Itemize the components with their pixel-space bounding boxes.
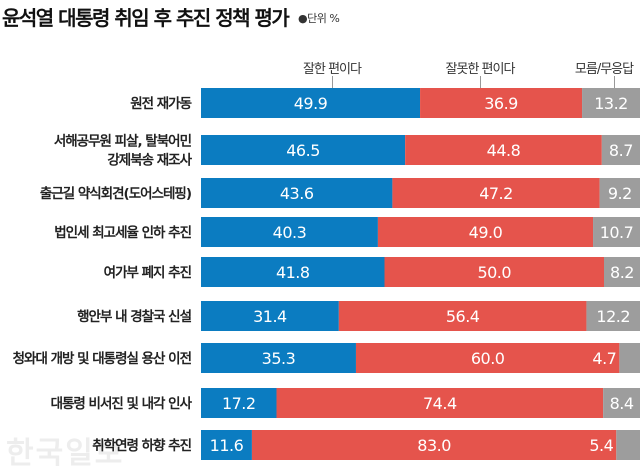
bar-segment-good [201,135,406,165]
unit-label: ●단위 % [298,12,340,25]
data-label: 10.7 [600,223,634,242]
bar-segment-good [201,343,356,373]
data-label: 31.4 [253,307,287,326]
data-label: 40.3 [273,223,307,242]
bar-segment-good [201,388,277,418]
data-label: 50.0 [477,263,511,282]
data-label: 4.7 [592,349,616,368]
bar-segment-unknown [619,343,640,373]
bar-segment-unknown [604,257,640,287]
legend-good-line [332,76,333,88]
bar-segment-bad [276,388,604,418]
bar-segment-bad [384,257,605,287]
data-label: 8.7 [609,141,633,160]
category-label: 행안부 내 경찰국 신설 [77,308,191,325]
data-label: 13.2 [594,94,628,113]
data-label: 46.5 [286,141,320,160]
data-label: 49.9 [294,94,328,113]
bar-segment-unknown [616,430,640,460]
bar-segment-good [201,430,252,460]
data-label: 60.0 [471,349,505,368]
bar-segment-unknown [601,135,640,165]
category-label: 청와대 개방 및 대통령실 용산 이전 [13,350,192,367]
bar-segment-bad [377,217,594,247]
data-label: 83.0 [417,436,451,455]
data-label: 74.4 [423,394,457,413]
category-label: 원전 재가동 [130,95,191,112]
data-label: 49.0 [469,223,503,242]
bar-segment-bad [392,178,600,208]
data-label: 36.9 [484,94,518,113]
bar-segment-good [201,88,421,118]
bar-segment-good [201,178,393,208]
data-label: 5.4 [589,436,613,455]
legend-bad-line [480,76,481,88]
bar-segment-unknown [582,88,640,118]
data-label: 9.2 [608,184,632,203]
legend-unknown-line [614,76,615,88]
data-label: 8.4 [610,394,634,413]
data-label: 47.2 [479,184,513,203]
bar-segment-bad [251,430,617,460]
bar-segment-bad [355,343,620,373]
legend-bad: 잘못한 편이다 [445,62,516,77]
data-label: 8.2 [610,263,634,282]
bar-segment-unknown [593,217,640,247]
chart-title: 윤석열 대통령 취임 후 추진 정책 평가 [2,6,290,30]
data-label: 11.6 [210,436,244,455]
category-label: 법인세 최고세율 인하 추진 [54,224,191,241]
data-label: 17.2 [222,394,256,413]
bar-segment-good [201,257,385,287]
legend-unknown: 모름/무응답 [574,62,634,77]
data-label: 44.8 [487,141,521,160]
category-label: 강제북송 재조사 [107,152,192,169]
legend-good: 잘한 편이다 [303,62,362,77]
bar-segment-bad [405,135,602,165]
bar-segment-unknown [599,178,640,208]
watermark-logo: 한국일보 [6,436,125,471]
bar-segment-good [201,217,378,247]
bar-segment-unknown [603,388,640,418]
bar-segment-good [201,301,339,331]
bar-segment-unknown [586,301,640,331]
data-label: 56.4 [446,307,480,326]
category-label: 출근길 약식회견(도어스테핑) [40,185,192,202]
data-label: 12.2 [596,307,630,326]
bar-segment-bad [338,301,587,331]
bar-segment-bad [420,88,583,118]
category-label: 여가부 폐지 추진 [104,264,192,281]
data-label: 35.3 [262,349,296,368]
data-label: 43.6 [280,184,314,203]
category-label: 서해공무원 피살, 탈북어민 [54,133,192,150]
category-label: 대통령 비서진 및 내각 인사 [51,395,193,412]
data-label: 41.8 [276,263,310,282]
category-label: 취학연령 하향 추진 [92,437,191,454]
